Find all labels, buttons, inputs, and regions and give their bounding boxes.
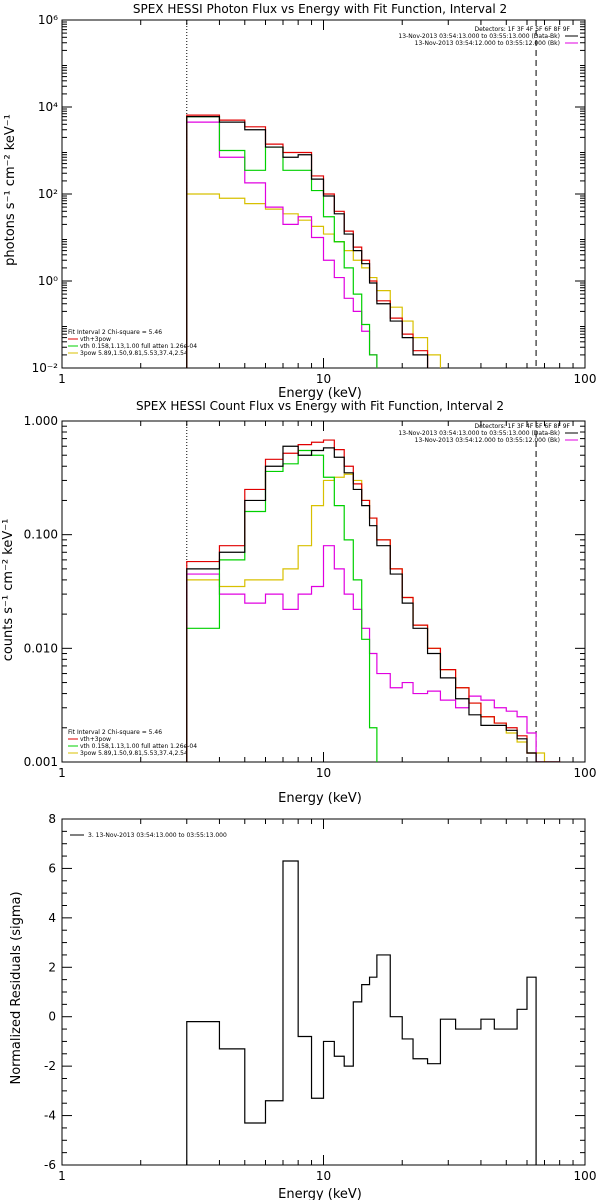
y-axis-label: photons s⁻¹ cm⁻² keV⁻¹ xyxy=(3,114,18,266)
series-group xyxy=(186,860,537,1165)
plot-frame xyxy=(61,818,586,1166)
series-group xyxy=(186,439,561,762)
y-tick-label: 10⁰ xyxy=(38,274,58,288)
y-tick-label: 10⁻² xyxy=(32,361,59,375)
x-tick-label: 100 xyxy=(574,766,597,780)
x-axis-label: Energy (keV) xyxy=(278,1187,362,1200)
legend-data-bk: 13-Nov-2013 03:54:13.000 to 03:55:13.000… xyxy=(398,33,560,40)
legend-fit: Fit Interval 2 Chi-square = 5.46 vth+3po… xyxy=(68,329,197,357)
y-tick-label: 8 xyxy=(48,812,56,826)
legend-detectors: Detectors: 1F 3F 4F 5F 6F 8F 9F xyxy=(474,423,570,430)
x-tick-label: 1 xyxy=(58,372,66,386)
series-line-vth-3pow xyxy=(186,439,561,762)
series-line-vth xyxy=(186,449,378,762)
series-line-3pow xyxy=(186,473,561,762)
series-line-vth xyxy=(186,116,378,368)
legend-vth: vth 0.158,1.13,1.00 full atten 1.26e-04 xyxy=(80,743,197,750)
y-axis-label: counts s⁻¹ cm⁻² keV⁻¹ xyxy=(1,519,16,662)
x-tick-label: 1 xyxy=(58,1169,66,1183)
x-tick-label: 10 xyxy=(316,1169,331,1183)
legend-vth-3pow: vth+3pow xyxy=(80,336,111,343)
chart-title: SPEX HESSI Count Flux vs Energy with Fit… xyxy=(136,399,504,413)
series-line-data-bk xyxy=(186,116,429,368)
y-axis-label: Normalized Residuals (sigma) xyxy=(9,891,24,1084)
y-tick-label: -6 xyxy=(44,1158,56,1172)
y-tick-label: 10⁶ xyxy=(38,13,58,27)
x-axis-label: Energy (keV) xyxy=(278,791,362,806)
legend-bk: 13-Nov-2013 03:54:12.000 to 03:55:12.000… xyxy=(415,437,560,444)
y-tick-label: -4 xyxy=(44,1109,56,1123)
x-tick-label: 10 xyxy=(316,372,331,386)
series-line-vth-3pow xyxy=(186,114,429,368)
chart-title: SPEX HESSI Photon Flux vs Energy with Fi… xyxy=(133,2,507,16)
y-tick-label: 0 xyxy=(48,1010,56,1024)
residuals-panel: Energy (keV) Normalized Residuals (sigma… xyxy=(9,812,596,1200)
y-tick-label: 10² xyxy=(38,187,58,201)
series-group xyxy=(186,114,442,368)
x-tick-label: 100 xyxy=(574,372,597,386)
legend-fit-interval: Fit Interval 2 Chi-square = 5.46 xyxy=(68,729,162,736)
y-tick-label: 0.001 xyxy=(24,755,58,769)
legend-top: Detectors: 1F 3F 4F 5F 6F 8F 9F 13-Nov-2… xyxy=(398,26,570,47)
legend-top: Detectors: 1F 3F 4F 5F 6F 8F 9F 13-Nov-2… xyxy=(398,423,570,444)
legend-detectors: Detectors: 1F 3F 4F 5F 6F 8F 9F xyxy=(474,26,570,33)
series-line-data-bk xyxy=(186,445,561,762)
y-tick-label: 0.010 xyxy=(24,641,58,655)
legend-vth-3pow: vth+3pow xyxy=(80,736,111,743)
series-line-bk xyxy=(186,545,561,762)
legend-vth: vth 0.158,1.13,1.00 full atten 1.26e-04 xyxy=(80,343,197,350)
legend-3pow: 3pow 5.89,1.50,9.81,5.53,37.4,2.54 xyxy=(80,350,188,357)
photon-flux-panel: SPEX HESSI Photon Flux vs Energy with Fi… xyxy=(3,2,597,401)
x-tick-label: 10 xyxy=(316,766,331,780)
legend-fit-interval: Fit Interval 2 Chi-square = 5.46 xyxy=(68,329,162,336)
x-tick-label: 100 xyxy=(574,1169,597,1183)
legend-bk: 13-Nov-2013 03:54:12.000 to 03:55:12.000… xyxy=(415,40,560,47)
y-tick-label: 2 xyxy=(48,960,56,974)
x-axis-label: Energy (keV) xyxy=(278,386,362,401)
series-line-residuals xyxy=(186,860,537,1165)
y-tick-label: -2 xyxy=(44,1059,56,1073)
legend-3pow: 3pow 5.89,1.50,9.81,5.53,37.4,2.54 xyxy=(80,750,188,757)
y-tick-label: 10⁴ xyxy=(38,100,58,114)
legend-top: 3. 13-Nov-2013 03:54:13.000 to 03:55:13.… xyxy=(88,832,227,839)
legend-fit: Fit Interval 2 Chi-square = 5.46 vth+3po… xyxy=(68,729,197,757)
y-tick-label: 6 xyxy=(48,861,56,875)
count-flux-panel: SPEX HESSI Count Flux vs Energy with Fit… xyxy=(1,399,597,806)
y-tick-label: 0.100 xyxy=(24,528,58,542)
series-line-bk xyxy=(186,121,378,368)
legend-interval: 3. 13-Nov-2013 03:54:13.000 to 03:55:13.… xyxy=(88,832,227,839)
x-tick-label: 1 xyxy=(58,766,66,780)
legend-data-bk: 13-Nov-2013 03:54:13.000 to 03:55:13.000… xyxy=(398,430,560,437)
y-tick-label: 1.000 xyxy=(24,414,58,428)
y-tick-label: 4 xyxy=(48,911,56,925)
